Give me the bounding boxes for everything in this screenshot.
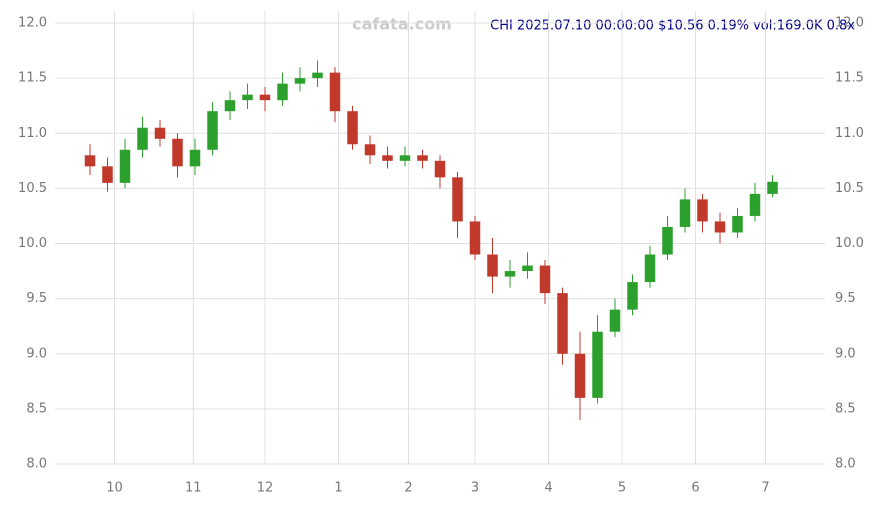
x-tick-label: 4 (544, 481, 552, 496)
y-tick-label: 9.0 (26, 346, 47, 361)
candle-body (242, 94, 253, 101)
y-tick-label-right: 9.0 (835, 346, 856, 361)
y-tick-label-right: 10.0 (835, 236, 864, 251)
candle-body (452, 177, 463, 222)
candle-body (557, 293, 568, 354)
candle-body (469, 221, 481, 255)
candle-body (504, 271, 516, 277)
candle-body (627, 282, 638, 310)
candle-body (154, 127, 166, 139)
y-tick-label: 10.5 (18, 181, 47, 196)
y-tick-label-right: 12.0 (835, 16, 864, 31)
candle-body (644, 254, 656, 283)
candle-body (207, 111, 218, 150)
candle-body (679, 199, 691, 227)
x-tick-label: 2 (404, 481, 412, 496)
chart-title: CHI 2025.07.10 00:00:00 $10.56 0.19% vol… (490, 19, 855, 34)
candle-body (172, 138, 183, 167)
candle-body (574, 353, 586, 398)
y-tick-label-right: 10.5 (835, 181, 864, 196)
x-tick-label: 6 (691, 481, 699, 496)
candle-body (697, 199, 708, 222)
x-tick-label: 3 (471, 481, 479, 496)
candle-body (189, 149, 201, 167)
y-tick-label: 8.0 (26, 457, 47, 472)
candle-body (329, 72, 341, 112)
candle-body (294, 78, 306, 84)
y-tick-label-right: 11.0 (835, 126, 864, 141)
y-tick-label-right: 11.5 (835, 71, 864, 86)
x-tick-label: 7 (761, 481, 769, 496)
candle-body (767, 181, 778, 194)
candle-body (714, 221, 726, 233)
x-tick-label: 1 (334, 481, 342, 496)
candle-body (417, 155, 428, 161)
y-tick-label: 8.5 (26, 401, 47, 416)
y-tick-label: 11.5 (18, 71, 47, 86)
y-tick-label: 10.0 (18, 236, 47, 251)
y-tick-label-right: 8.0 (835, 457, 856, 472)
candle-body (259, 94, 271, 101)
candle-body (662, 226, 673, 255)
y-tick-label: 11.0 (18, 126, 47, 141)
candle-body (312, 72, 323, 79)
x-tick-label: 11 (185, 481, 202, 496)
candle-body (102, 166, 113, 183)
candle-body (382, 155, 393, 161)
y-tick-label: 9.5 (26, 291, 47, 306)
y-tick-label-right: 9.5 (835, 291, 856, 306)
candle-body (732, 215, 743, 233)
candle-body (434, 160, 446, 178)
candle-body (399, 155, 411, 161)
x-tick-label: 5 (618, 481, 626, 496)
candle-body (119, 149, 131, 183)
candle-body (224, 100, 236, 112)
candle-body (539, 265, 551, 294)
candle-body (84, 155, 96, 167)
candle-body (347, 111, 358, 145)
watermark: cafata.com (352, 15, 452, 34)
x-tick-label: 10 (106, 481, 123, 496)
candle-body (137, 127, 148, 150)
x-tick-label: 12 (257, 481, 274, 496)
y-tick-label: 12.0 (18, 16, 47, 31)
candle-body (609, 309, 621, 332)
candle-body (522, 265, 533, 272)
candle-body (364, 144, 376, 156)
candle-body (592, 331, 603, 398)
candle-body (277, 83, 288, 101)
y-tick-label-right: 8.5 (835, 401, 856, 416)
candle-body (487, 254, 498, 277)
candle-body (749, 193, 761, 216)
